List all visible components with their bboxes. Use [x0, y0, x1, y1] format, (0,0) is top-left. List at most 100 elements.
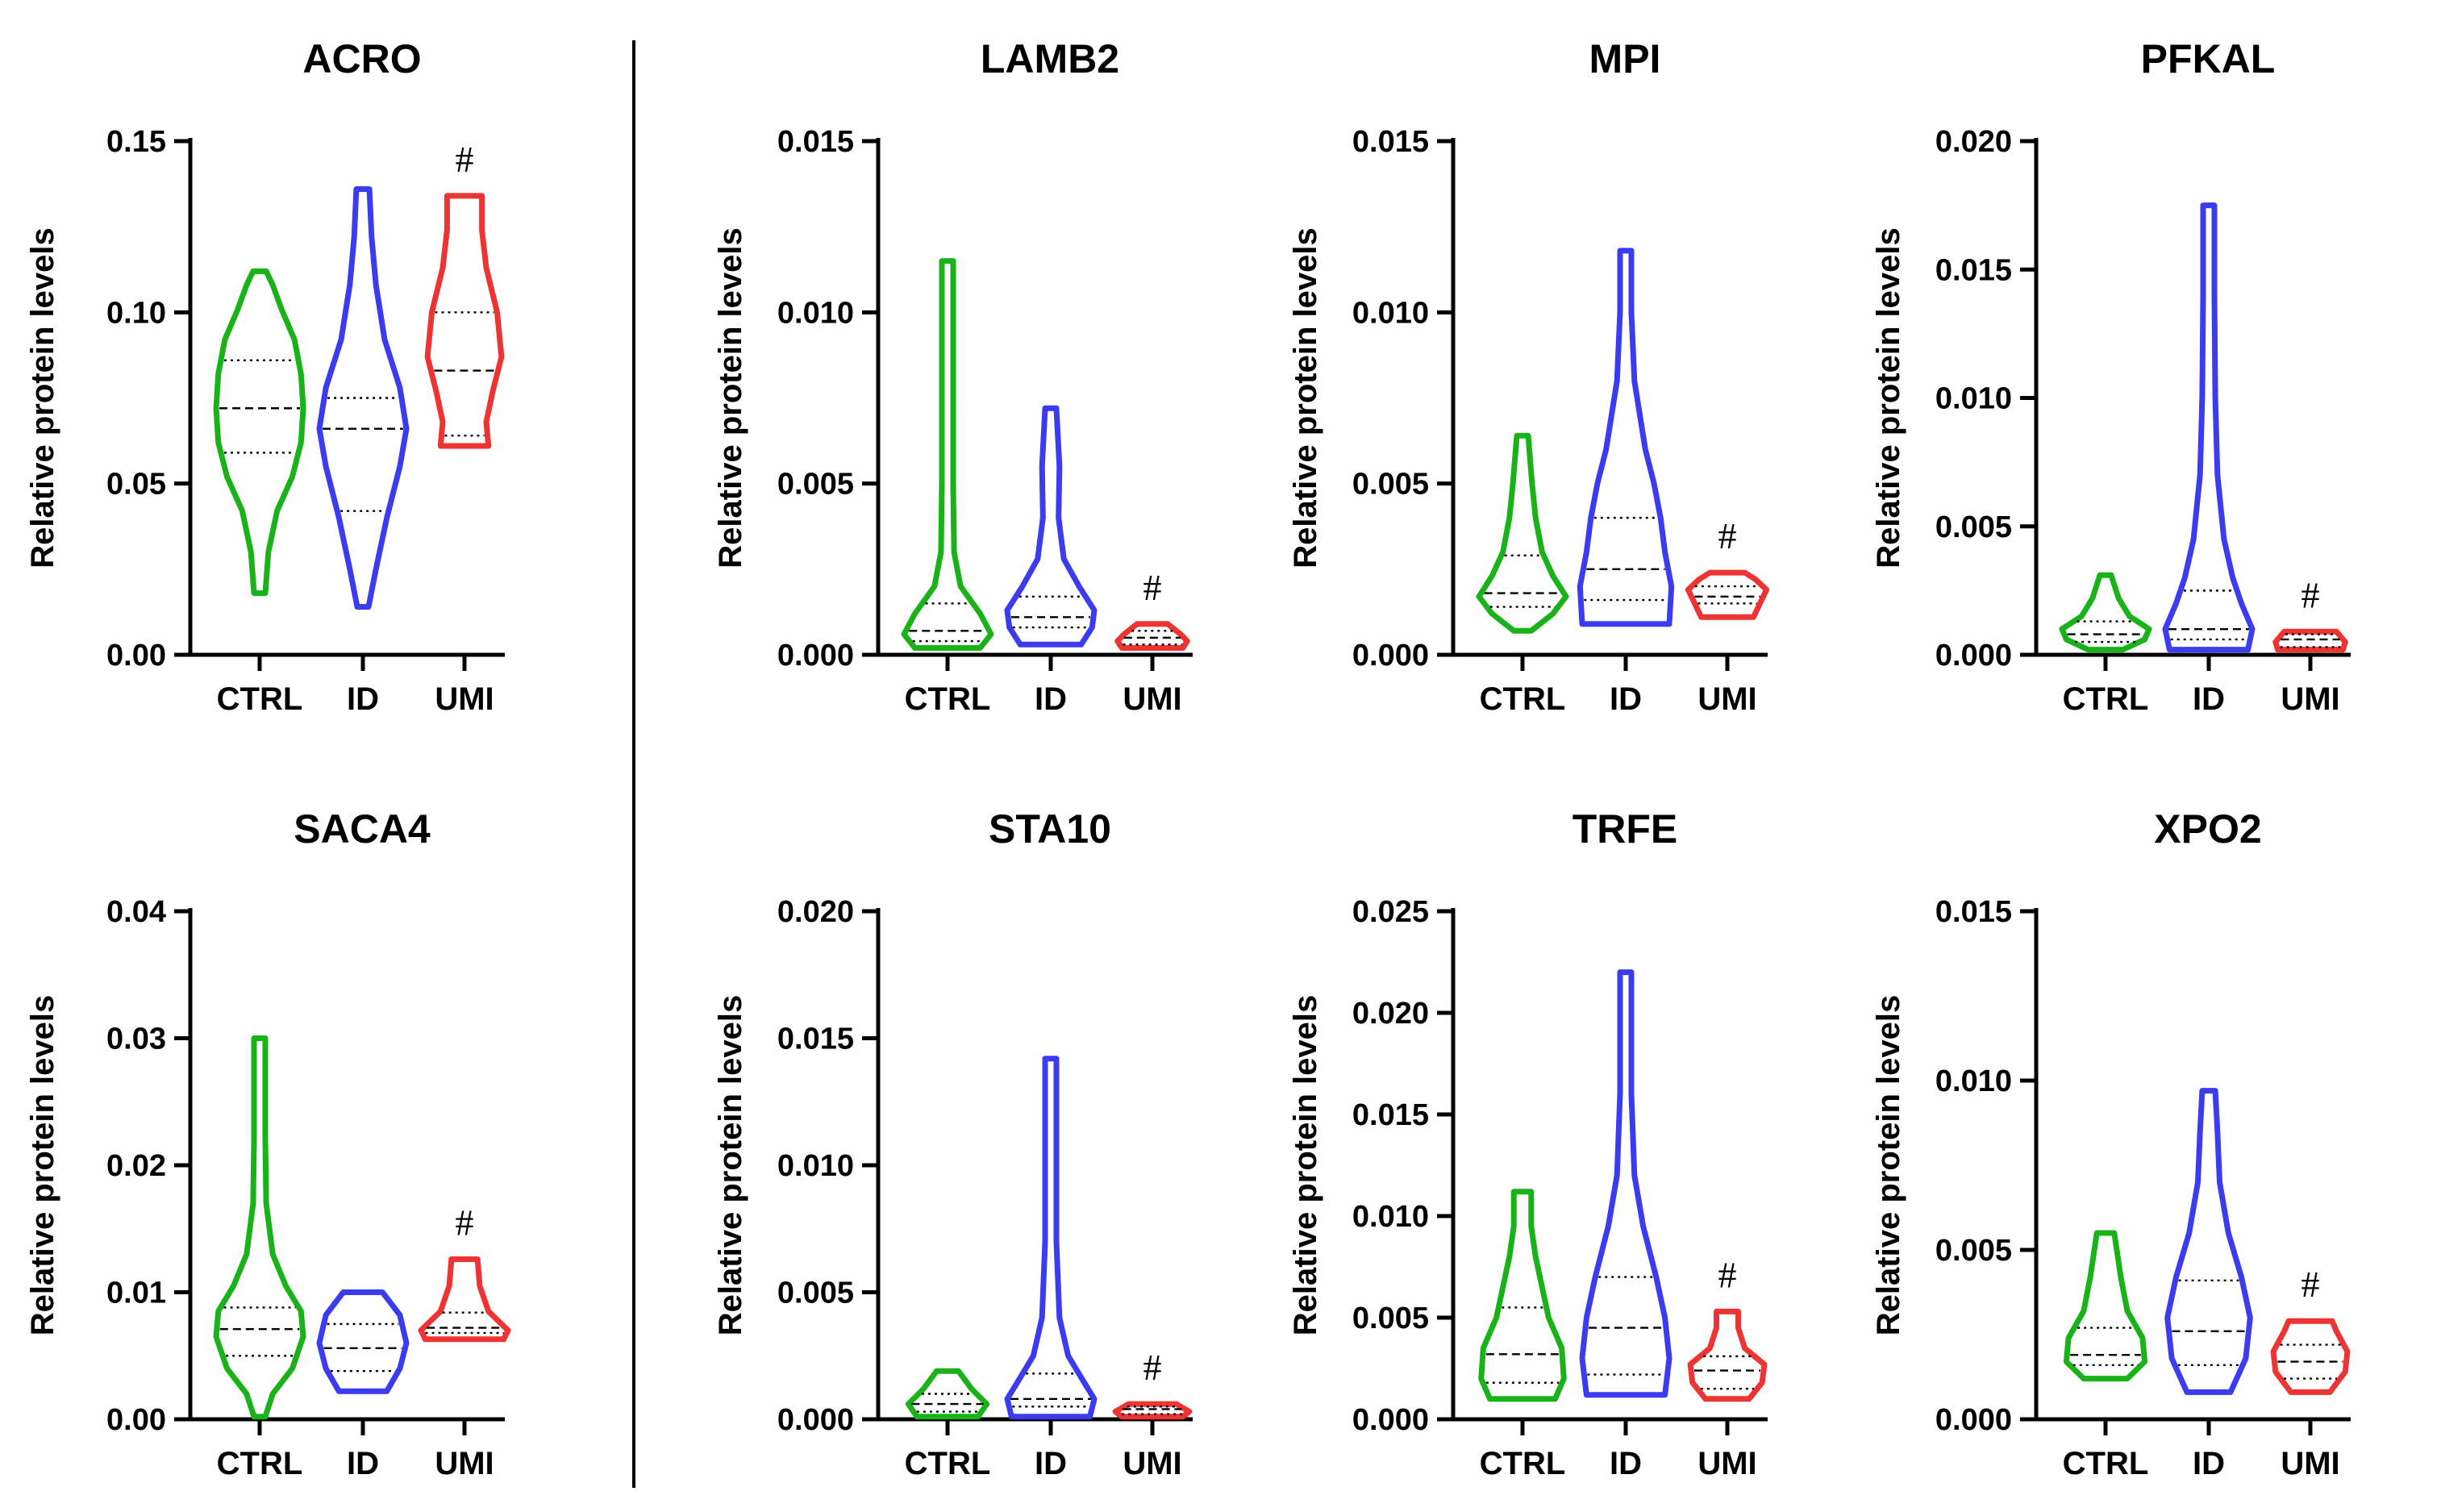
x-category-label: CTRL: [2063, 681, 2149, 717]
x-category-label: UMI: [1123, 1446, 1181, 1481]
y-axis-label: Relative protein levels: [1288, 995, 1323, 1335]
y-tick-label: 0.005: [1935, 1234, 2012, 1268]
y-axis-label: Relative protein levels: [713, 227, 748, 568]
panel-saca4: SACA4 Relative protein levels 0.00 0.01 0.02…: [25, 806, 511, 1481]
violin-umi: [424, 193, 505, 449]
violin-ctrl: [2063, 1230, 2148, 1382]
x-category-label: CTRL: [217, 681, 303, 717]
panel-trfe: TRFE Relative protein levels 0.000 0.005 0.0…: [1288, 806, 1768, 1481]
y-tick-label: 0.005: [1352, 1302, 1429, 1335]
y-tick-label: 0.000: [1352, 1403, 1429, 1437]
y-tick-label: 0.010: [777, 296, 854, 330]
y-tick-label: 0.10: [106, 296, 166, 330]
y-tick-label: 0.000: [1935, 1403, 2012, 1437]
y-tick-label: 0.010: [1352, 1200, 1429, 1234]
x-category-label: UMI: [2281, 1446, 2339, 1481]
violin-ctrl: [213, 1035, 306, 1420]
significance-marker: #: [2301, 574, 2320, 615]
y-tick-label: 0.005: [1352, 468, 1429, 502]
y-tick-label: 0.04: [106, 895, 166, 929]
x-category-label: UMI: [1123, 681, 1181, 717]
panel-sta10: STA10 Relative protein levels 0.000 0.005 0.…: [713, 806, 1193, 1481]
panel-title: ACRO: [302, 36, 421, 81]
x-category-label: UMI: [2281, 681, 2339, 717]
y-tick-label: 0.020: [1352, 997, 1429, 1031]
x-category-label: UMI: [1697, 1446, 1756, 1481]
y-axis-label: Relative protein levels: [713, 995, 748, 1335]
panel-title: LAMB2: [981, 36, 1119, 81]
y-axis-label: Relative protein levels: [1871, 995, 1906, 1335]
significance-marker: #: [1143, 1347, 1162, 1388]
y-tick-label: 0.000: [1935, 639, 2012, 673]
x-category-label: ID: [1035, 681, 1067, 717]
y-tick-label: 0.00: [106, 1403, 166, 1437]
x-category-label: UMI: [435, 1446, 494, 1481]
panel-mpi: MPI Relative protein levels 0.000 0.005 0.01…: [1288, 36, 1770, 717]
y-tick-label: 0.005: [1935, 510, 2012, 544]
x-category-label: ID: [2193, 1446, 2225, 1481]
y-tick-label: 0.000: [1352, 639, 1429, 673]
violin-id: [1004, 1056, 1098, 1420]
y-tick-label: 0.000: [777, 639, 854, 673]
violin-ctrl: [1476, 432, 1569, 634]
violin-id: [1004, 405, 1098, 648]
y-axis-label: Relative protein levels: [1288, 227, 1323, 568]
x-category-label: CTRL: [905, 1446, 991, 1481]
violin-ctrl: [905, 1368, 990, 1420]
violin-id: [1579, 969, 1672, 1398]
violin-umi: [2272, 628, 2348, 653]
x-category-label: ID: [347, 1446, 379, 1481]
y-tick-label: 0.020: [1935, 125, 2012, 159]
violin-ctrl: [901, 258, 994, 651]
y-tick-label: 0.005: [777, 1277, 854, 1310]
y-tick-label: 0.02: [106, 1149, 166, 1183]
y-tick-label: 0.15: [106, 125, 166, 159]
x-category-label: UMI: [1697, 681, 1756, 717]
y-tick-label: 0.015: [777, 125, 854, 159]
panel-lamb2: LAMB2 Relative protein levels 0.000 0.005 0.…: [713, 36, 1193, 717]
y-tick-label: 0.015: [1935, 253, 2012, 287]
panel-xpo2: XPO2 Relative protein levels 0.000 0.005 0.0…: [1871, 806, 2351, 1481]
panel-pfkal: PFKAL Relative protein levels 0.000 0.005 0.…: [1871, 36, 2351, 717]
y-tick-label: 0.010: [1935, 382, 2012, 416]
panel-acro: ACRO Relative protein levels 0.00 0.05 0.10 0…: [25, 36, 505, 717]
x-category-label: CTRL: [1480, 681, 1566, 717]
violin-umi: [2270, 1318, 2351, 1395]
x-category-label: CTRL: [1480, 1446, 1566, 1481]
y-tick-label: 0.015: [777, 1023, 854, 1056]
y-tick-label: 0.010: [1935, 1064, 2012, 1098]
violin-umi: [1685, 569, 1770, 620]
violin-id: [316, 1289, 410, 1394]
x-category-label: ID: [1035, 1446, 1067, 1481]
y-tick-label: 0.015: [1352, 125, 1429, 159]
y-tick-label: 0.01: [106, 1277, 166, 1310]
significance-marker: #: [456, 139, 474, 180]
x-category-label: CTRL: [2063, 1446, 2149, 1481]
violin-umi: [1687, 1308, 1768, 1402]
y-tick-label: 0.020: [777, 895, 854, 929]
y-tick-label: 0.005: [777, 468, 854, 502]
significance-marker: #: [1143, 567, 1162, 608]
y-tick-label: 0.05: [106, 468, 166, 502]
x-category-label: CTRL: [217, 1446, 303, 1481]
violin-ctrl: [213, 268, 306, 597]
y-tick-label: 0.015: [1352, 1098, 1429, 1132]
panel-title: MPI: [1589, 36, 1661, 81]
y-tick-label: 0.000: [777, 1403, 854, 1437]
violin-id: [2164, 1088, 2253, 1395]
x-category-label: ID: [1610, 681, 1642, 717]
violin-id: [2162, 202, 2256, 653]
violin-umi: [1114, 621, 1190, 651]
panel-title: PFKAL: [2141, 36, 2276, 81]
violin-ctrl: [2059, 572, 2152, 653]
panel-title: TRFE: [1572, 806, 1678, 852]
y-axis-label: Relative protein levels: [1871, 227, 1906, 568]
significance-marker: #: [1718, 1254, 1737, 1295]
panel-title: SACA4: [294, 806, 431, 852]
panel-title: STA10: [989, 806, 1111, 852]
violin-umi: [418, 1256, 511, 1343]
y-tick-label: 0.025: [1352, 895, 1429, 929]
violin-id: [1577, 248, 1675, 627]
violin-id: [316, 186, 410, 610]
